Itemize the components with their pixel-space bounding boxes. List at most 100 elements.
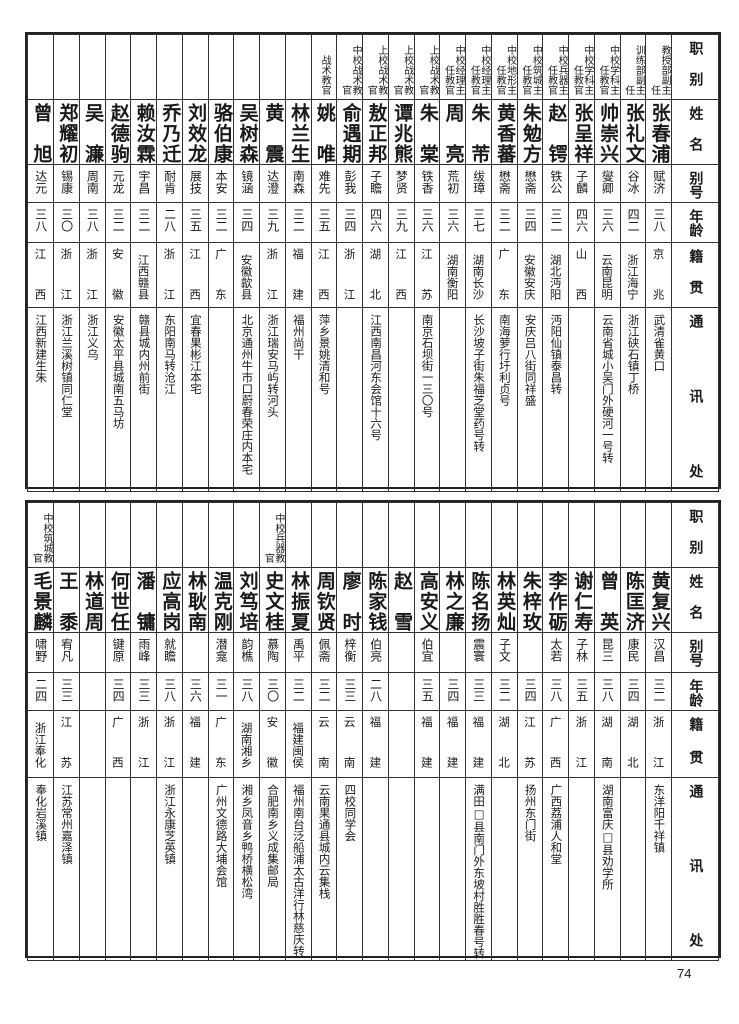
- cell-native: 江西: [310, 242, 338, 308]
- cell-alias: [78, 632, 106, 673]
- cell-age: 四六: [568, 202, 595, 243]
- person-alias: 元龙: [111, 170, 126, 194]
- cell-age: 三六: [413, 202, 441, 243]
- cell-name: 林道周: [78, 567, 106, 633]
- cell-title: [156, 502, 183, 568]
- cell-native: 湖南湘乡: [233, 710, 260, 778]
- cell-native: 江苏: [516, 710, 544, 778]
- cell-address: [568, 307, 595, 492]
- cell-alias: 绂璋: [465, 164, 492, 203]
- cell-title: 中校学科主任教官: [593, 34, 621, 100]
- cell-age: 三〇: [259, 672, 286, 711]
- cell-title: 中校经理主任教官: [439, 34, 466, 100]
- cell-title: [310, 502, 338, 568]
- cell-address: 南京石坝街一三〇号: [413, 307, 441, 492]
- person-alias: 伯亮: [368, 638, 383, 662]
- person-native: 湖南湘乡: [239, 722, 254, 768]
- person-age: 四六: [368, 208, 383, 232]
- header-label: 通讯处: [687, 784, 704, 947]
- cell-alias: 达元: [27, 164, 54, 203]
- person-address: 北京通州牛市口蔚春荣庄内本宅: [240, 314, 255, 475]
- cell-address: 满田□县南门外东坡村胜胜春号转: [465, 777, 492, 961]
- person-native: 湖南: [600, 716, 615, 768]
- person-native: 湖南衡阳: [445, 254, 460, 300]
- person-name: 林耿南: [185, 571, 208, 631]
- person-address: 福州尚干: [291, 314, 306, 360]
- person-name: 朱棠: [416, 103, 439, 163]
- cell-address: [362, 777, 389, 961]
- person-age: 三六: [420, 208, 435, 232]
- cell-alias: 懋斋: [516, 164, 544, 203]
- person-title: 中校学科主任教官: [571, 45, 593, 95]
- person-name: 曾英: [597, 571, 620, 631]
- cell-name: 黄香蕃: [490, 99, 518, 165]
- person-native: 江西: [188, 248, 203, 300]
- person-age: 三三: [59, 678, 74, 702]
- cell-alias: 赋济: [645, 164, 672, 203]
- cell-alias: 子文: [490, 632, 518, 673]
- person-address: 福州南台泛船浦太古洋行林慈庆转: [291, 784, 306, 957]
- cell-age: 三四: [516, 202, 544, 243]
- cell-address: 奉化岩溪镇: [27, 777, 54, 961]
- person-name: 谭兆熊: [391, 103, 414, 163]
- cell-name: 高安义: [413, 567, 441, 633]
- person-title: 中校学科主任教官: [597, 45, 619, 95]
- cell-alias: 荒初: [439, 164, 466, 203]
- person-title: 上校战术教官: [365, 45, 387, 95]
- row-title: 职别 教授部副主任 训练部副主任 中校学科主任教官 中校学科主任教官 中校兵器主任教官 中校…: [27, 34, 719, 100]
- cell-age: 三六: [181, 672, 209, 711]
- person-address: 奉化岩溪镇: [34, 784, 49, 842]
- person-native: 福建: [419, 716, 434, 768]
- cell-title: [207, 502, 235, 568]
- person-alias: 就瞻: [162, 638, 177, 662]
- person-age: 三四: [239, 208, 254, 232]
- cell-name: 林之廉: [439, 567, 466, 633]
- cell-title: 上校战术教官: [362, 34, 389, 100]
- cell-native: 浙江: [568, 710, 595, 778]
- cell-native: 广西: [104, 710, 132, 778]
- person-native: 湖南长沙: [471, 254, 486, 300]
- person-native: 广西: [110, 716, 125, 768]
- person-age: 二八: [162, 208, 177, 232]
- cell-address: 浙江瑞安马屿转河头: [259, 307, 286, 492]
- person-native: 湖北沔阳: [548, 254, 563, 300]
- cell-name: 赵锷: [542, 99, 569, 165]
- cell-address: [181, 777, 209, 961]
- person-age: 三八: [85, 208, 100, 232]
- person-alias: 慕陶: [265, 638, 280, 662]
- cell-address: [413, 777, 441, 961]
- cell-alias: 铁香: [413, 164, 441, 203]
- cell-native: 浙江: [130, 710, 157, 778]
- cell-native: [78, 710, 106, 778]
- cell-age: 三八: [645, 202, 672, 243]
- cell-name: 黄震: [259, 99, 286, 165]
- person-age: 四六: [574, 208, 589, 232]
- person-native: 云南: [316, 716, 331, 768]
- cell-age: 三八: [156, 672, 183, 711]
- cell-age: 三四: [619, 672, 647, 711]
- person-name: 曾旭: [30, 103, 53, 163]
- person-address: 沔阳仙镇泰昌转: [549, 314, 564, 395]
- person-alias: 宇昌: [136, 170, 151, 194]
- cell-title: 中校兵器主任教官: [542, 34, 569, 100]
- cell-native: 浙江: [156, 242, 183, 308]
- header-name: 姓名: [671, 99, 719, 165]
- person-age: 三三: [471, 678, 486, 702]
- row-native: 籍贯 京兆 浙江海宁 云南昆明 山西 湖北沔阳 安徽安庆 广东 湖南长沙 湖南衡阳 江苏 江西 湖北 浙江…: [27, 242, 719, 308]
- cell-native: 湖北沔阳: [542, 242, 569, 308]
- cell-age: 三二: [207, 202, 235, 243]
- person-alias: 康民: [626, 638, 641, 662]
- person-name: 何世任: [107, 571, 130, 631]
- cell-native: 福建: [439, 710, 466, 778]
- cell-name: 张呈祥: [568, 99, 595, 165]
- person-alias: 汉昌: [651, 638, 666, 662]
- person-address: 长沙坡子街朱福芝堂药号转: [472, 314, 487, 452]
- cell-native: 浙江奉化: [27, 710, 54, 778]
- person-alias: 铁公: [548, 170, 563, 194]
- cell-native: 江苏: [53, 710, 80, 778]
- cell-alias: [516, 632, 544, 673]
- person-native: 福建闽侯: [291, 722, 306, 768]
- cell-age: 三七: [465, 202, 492, 243]
- cell-alias: 震寰: [465, 632, 492, 673]
- person-name: 潘镛: [133, 571, 156, 631]
